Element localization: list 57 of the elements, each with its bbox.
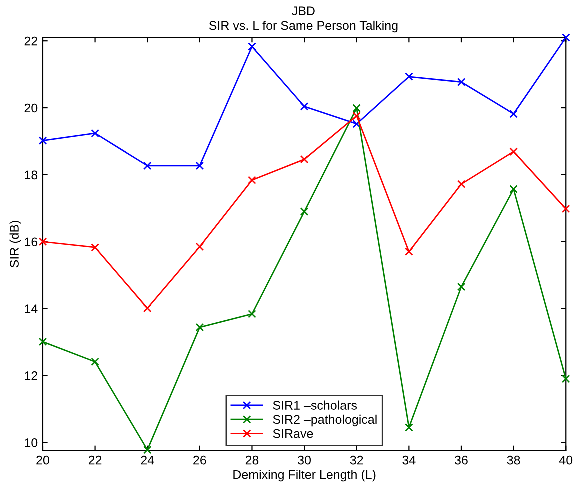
point xyxy=(248,42,256,51)
x-tick-label: 36 xyxy=(455,456,468,465)
point xyxy=(457,282,466,292)
point xyxy=(143,304,152,313)
chart-title: JBD xyxy=(292,6,315,16)
point xyxy=(352,112,362,120)
point xyxy=(143,446,152,454)
point xyxy=(352,104,362,113)
chart-subtitle: SIR vs. L for Same Person Talking xyxy=(209,20,398,33)
x-tick-label: 40 xyxy=(559,456,573,465)
legend-label: SIR1 –scholars xyxy=(273,400,358,410)
y-tick-label: 20 xyxy=(24,104,38,113)
point xyxy=(143,162,152,170)
x-tick-label: 32 xyxy=(350,456,364,465)
x-tick-label: 38 xyxy=(507,456,520,465)
x-axis-title: Demixing Filter Length (L) xyxy=(234,470,376,482)
point xyxy=(38,238,48,246)
point xyxy=(457,180,466,188)
point xyxy=(300,102,309,111)
x-tick-label: 22 xyxy=(88,456,102,465)
y-axis-title: SIR (dB) xyxy=(10,221,22,268)
point xyxy=(562,204,570,214)
y-tick-label: 14 xyxy=(25,304,38,314)
point xyxy=(196,323,204,332)
point xyxy=(248,176,256,184)
y-tick-label: 10 xyxy=(25,438,38,448)
point xyxy=(91,358,100,366)
y-tick-label: 22 xyxy=(24,36,38,46)
legend-label: SIRave xyxy=(273,429,314,438)
point xyxy=(405,72,414,82)
point xyxy=(510,148,518,156)
point xyxy=(196,162,204,170)
x-tick-label: 34 xyxy=(402,456,416,465)
point xyxy=(248,310,256,318)
point xyxy=(510,110,518,118)
point xyxy=(510,185,518,194)
point xyxy=(196,242,204,252)
point xyxy=(300,155,309,164)
point xyxy=(352,120,362,128)
x-tick-label: 28 xyxy=(246,456,259,465)
point xyxy=(38,338,48,346)
y-tick-label: 12 xyxy=(25,372,38,380)
point xyxy=(405,423,414,432)
x-tick-label: 30 xyxy=(298,456,312,465)
point xyxy=(562,374,570,384)
point xyxy=(457,78,466,86)
x-tick-label: 20 xyxy=(36,456,50,465)
point xyxy=(405,248,414,256)
y-tick-label: 18 xyxy=(25,170,38,180)
point xyxy=(91,129,100,138)
x-tick-label: 26 xyxy=(194,456,206,465)
y-tick-label: 16 xyxy=(25,238,38,247)
legend-label: SIR2 –pathological xyxy=(273,414,377,427)
point xyxy=(300,208,309,216)
point xyxy=(91,243,100,252)
point xyxy=(38,136,48,145)
x-tick-label: 24 xyxy=(141,456,154,465)
